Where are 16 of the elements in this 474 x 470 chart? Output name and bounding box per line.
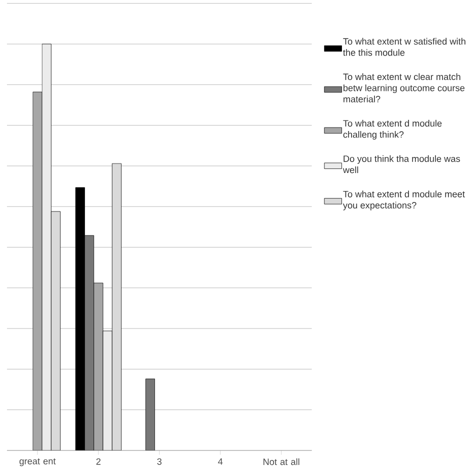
x-tick-label: 2 [96, 458, 100, 465]
legend-label: To what extent d module challeng think? [343, 120, 442, 140]
x-tick-label: 3 [157, 458, 162, 466]
x-tick-label: Not at all [263, 458, 300, 466]
bar [84, 235, 94, 451]
legend-label: Do you think tha module was well [342, 155, 460, 174]
bar [112, 164, 122, 451]
legend-label: To what extent w clear match betw learning outcome course material? [343, 74, 464, 103]
bar [102, 330, 112, 451]
bar [42, 44, 52, 451]
x-tick-label: 4 [218, 458, 223, 465]
bar [50, 211, 61, 451]
legend-label: To what extent d module meet you expectations? [342, 190, 465, 211]
x-tick-label: great ent [20, 458, 56, 466]
bar [145, 378, 156, 451]
legend-label: To what extent w satisfied with the this module [343, 38, 466, 56]
